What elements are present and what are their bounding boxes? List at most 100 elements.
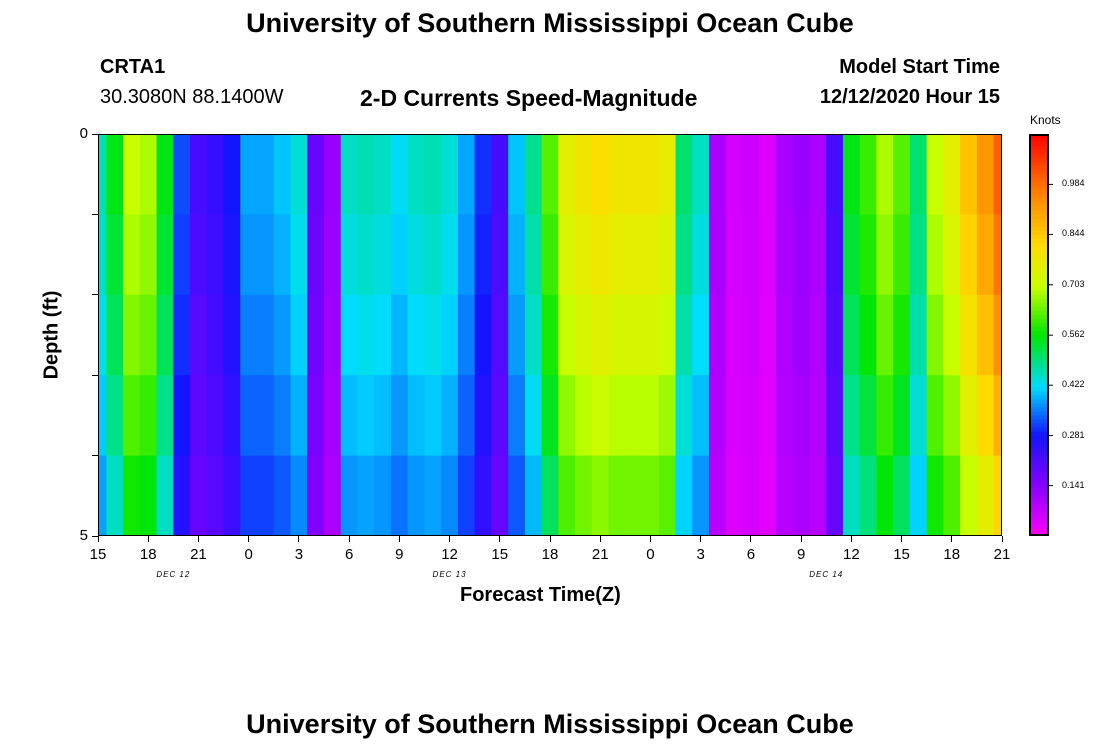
heatmap-cell: [524, 375, 543, 457]
heatmap-cell: [441, 134, 459, 215]
colorbar-swatch: [1030, 170, 1048, 175]
heatmap-cell: [642, 455, 660, 536]
x-tick-label: 15: [893, 546, 910, 563]
heatmap-cell: [926, 455, 945, 536]
heatmap-cell: [390, 134, 409, 215]
colorbar-swatch: [1030, 475, 1048, 481]
heatmap-cell: [190, 214, 208, 296]
heatmap-cell: [474, 134, 493, 215]
x-tick: [951, 536, 953, 542]
colorbar-swatch: [1030, 419, 1048, 425]
colorbar-tick-label: 0.141: [1062, 479, 1085, 490]
heatmap-cell: [240, 455, 258, 536]
heatmap-cell: [374, 214, 392, 296]
x-tick: [750, 536, 752, 542]
colorbar-swatch: [1030, 467, 1048, 473]
colorbar-swatch: [1030, 519, 1048, 525]
heatmap-cell: [591, 455, 610, 536]
colorbar-swatch: [1030, 343, 1048, 348]
colorbar-swatch: [1030, 455, 1048, 461]
heatmap-cell: [776, 375, 794, 457]
heatmap-cell: [123, 455, 141, 536]
colorbar-swatch: [1030, 375, 1048, 380]
heatmap-cell: [742, 375, 760, 457]
heatmap-cell: [491, 375, 509, 457]
colorbar-swatch: [1030, 294, 1048, 300]
heatmap-cell: [826, 375, 844, 457]
colorbar-tick-label: 0.422: [1062, 379, 1085, 390]
x-tick: [449, 536, 451, 542]
x-tick-label: 21: [190, 546, 207, 563]
colorbar-swatch: [1030, 206, 1048, 211]
colorbar-swatch: [1030, 330, 1048, 336]
heatmap-cell: [173, 134, 191, 215]
colorbar-tick-label: 0.562: [1062, 329, 1085, 340]
heatmap-cell: [206, 294, 225, 376]
x-tick-label: 15: [491, 546, 509, 563]
heatmap-cell: [390, 375, 409, 457]
heatmap-cell: [190, 294, 208, 376]
colorbar-swatch: [1030, 435, 1048, 441]
heatmap-cell: [893, 455, 911, 536]
heatmap-cell: [491, 214, 509, 296]
heatmap-cell: [257, 375, 275, 457]
colorbar-swatch: [1030, 322, 1048, 328]
plot-frame: [98, 134, 1002, 536]
heatmap-cell: [474, 375, 493, 457]
x-tick: [298, 536, 300, 542]
colorbar-swatch: [1030, 198, 1048, 203]
heatmap-cell: [290, 134, 308, 215]
colorbar-swatch: [1030, 238, 1048, 244]
heatmap-cell: [173, 455, 191, 536]
heatmap-cell: [340, 134, 359, 215]
heatmap-cell: [842, 214, 861, 296]
heatmap-cell: [591, 375, 610, 457]
x-tick: [1001, 536, 1003, 542]
heatmap-cell: [709, 455, 727, 536]
heatmap-cell: [608, 214, 626, 296]
colorbar-swatch: [1030, 487, 1048, 493]
colorbar-swatch: [1030, 447, 1048, 453]
colorbar-swatch: [1030, 491, 1048, 497]
heatmap-cell: [340, 455, 359, 536]
colorbar-swatch: [1030, 186, 1048, 191]
heatmap-cell: [826, 455, 844, 536]
heatmap-cell: [541, 294, 559, 376]
heatmap-cell: [608, 375, 626, 457]
colorbar-swatch: [1030, 411, 1048, 416]
heatmap-cell: [742, 214, 760, 296]
y-tick-label: 0: [79, 125, 88, 142]
colorbar-swatch: [1030, 399, 1048, 404]
colorbar-tick-label: 0.984: [1062, 178, 1085, 189]
heatmap-cell: [558, 294, 576, 376]
colorbar-swatch: [1030, 298, 1048, 304]
heatmap-cell: [273, 375, 292, 457]
heatmap-cell: [324, 294, 342, 376]
x-tick-label: 0: [646, 546, 655, 563]
heatmap-cell: [993, 294, 1002, 376]
heatmap-cell: [524, 455, 543, 536]
heatmap-cell: [943, 375, 961, 457]
heatmap-cell: [139, 294, 158, 376]
heatmap-cell: [223, 455, 241, 536]
heatmap-cell: [692, 214, 710, 296]
colorbar-swatch: [1030, 258, 1048, 264]
heatmap-cell: [608, 455, 626, 536]
heatmap-cell: [156, 214, 174, 296]
colorbar-swatch: [1030, 166, 1048, 171]
heatmap-cell: [508, 375, 526, 457]
heatmap-cell: [374, 134, 392, 215]
heatmap-cell: [725, 375, 744, 457]
heatmap-cell: [508, 455, 526, 536]
heatmap-cell: [123, 375, 141, 457]
x-tick: [850, 536, 852, 542]
heatmap-cell: [190, 134, 208, 215]
heatmap-cell: [407, 134, 426, 215]
heatmap-cell: [324, 375, 342, 457]
heatmap-cell: [893, 214, 911, 296]
heatmap-cell: [106, 455, 124, 536]
colorbar-swatch: [1030, 479, 1048, 485]
heatmap-cell: [943, 455, 961, 536]
chart-subtitle: 2-D Currents Speed-Magnitude: [360, 85, 698, 111]
colorbar-swatch: [1030, 142, 1048, 147]
